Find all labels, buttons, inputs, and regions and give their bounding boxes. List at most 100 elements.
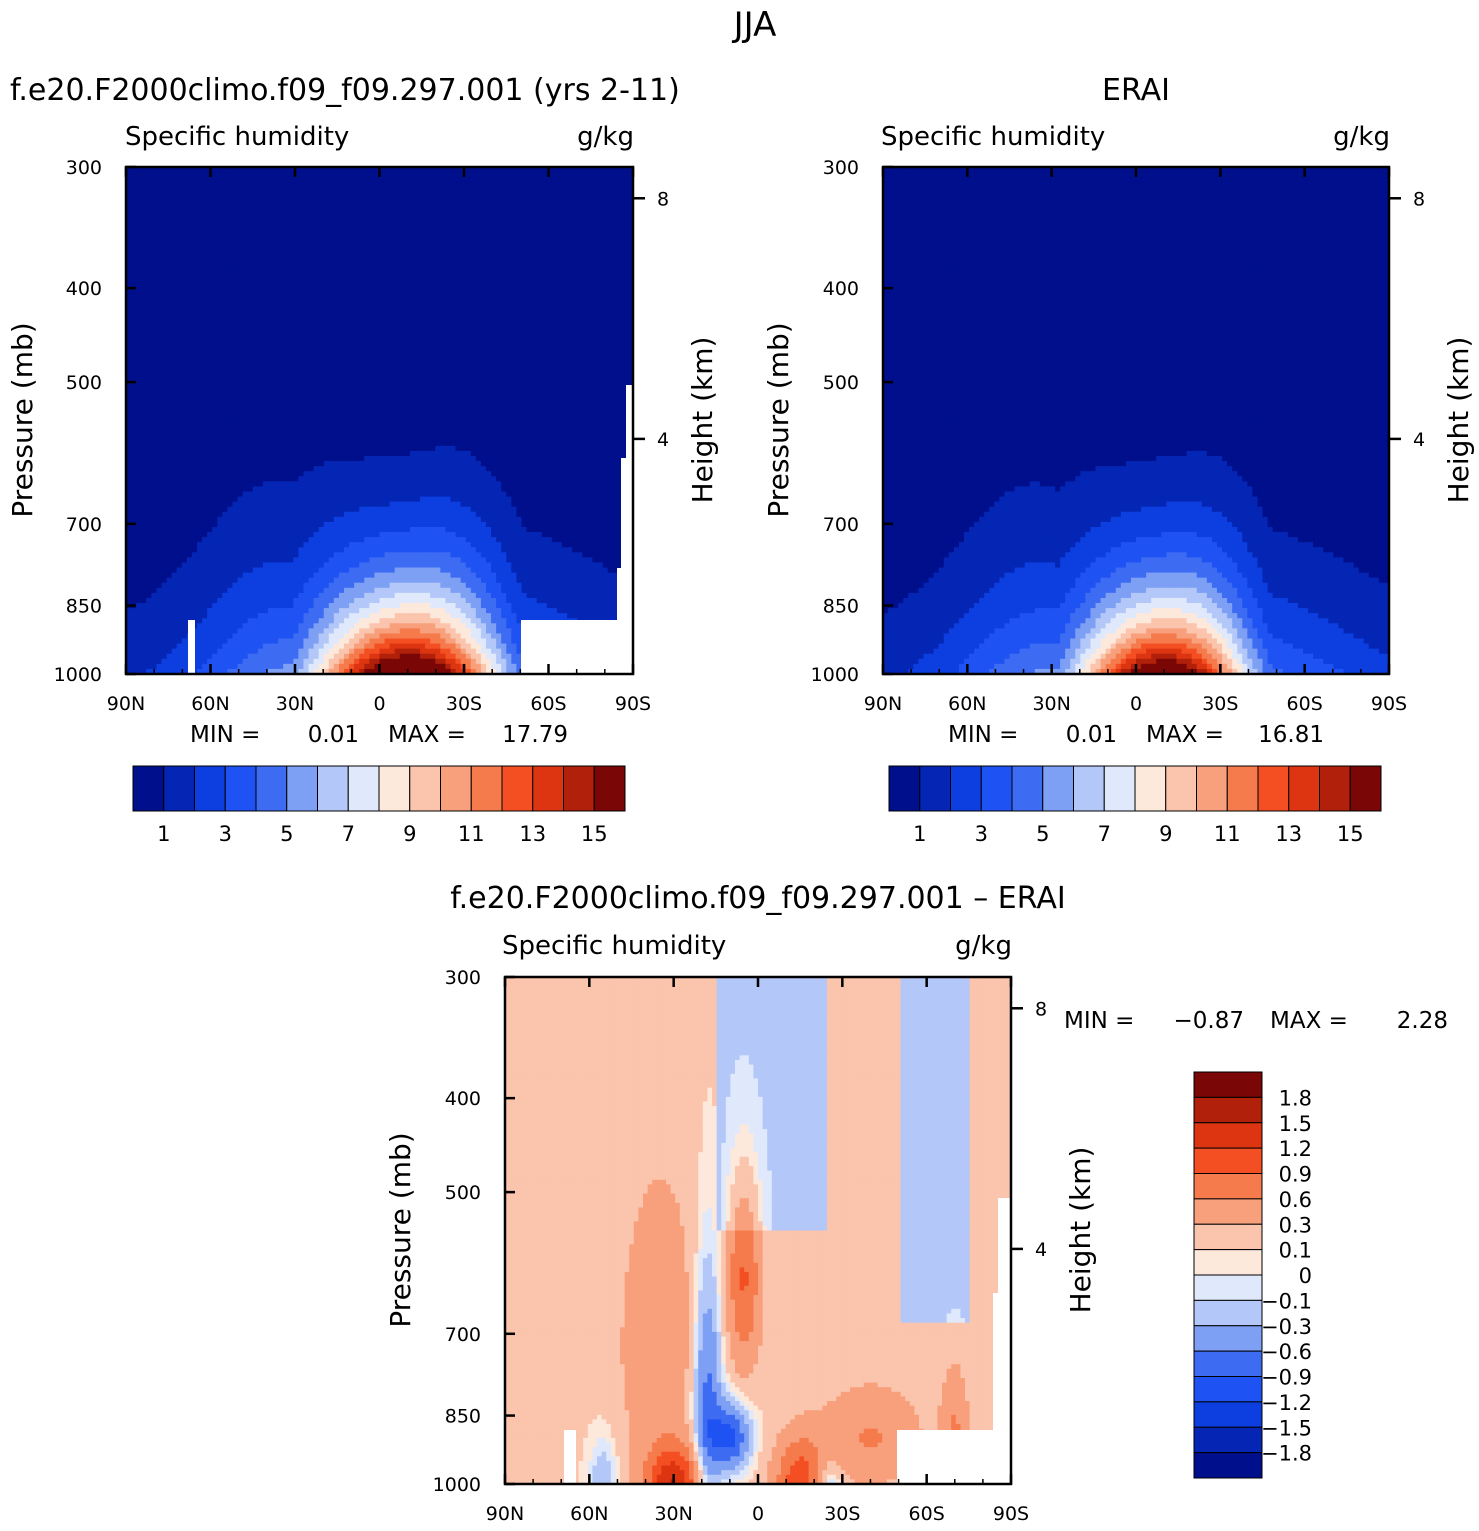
contour-cell: [496, 304, 502, 310]
contour-cell: [598, 233, 604, 239]
contour-cell: [527, 365, 533, 371]
contour-cell: [511, 304, 517, 310]
contour-cell: [400, 268, 406, 274]
contour-cell: [547, 375, 553, 381]
contour-cell: [608, 289, 614, 295]
contour-cell: [309, 243, 315, 249]
contour-cell: [608, 172, 614, 178]
contour-cell: [334, 279, 340, 285]
contour-cell: [395, 208, 401, 214]
contour-cell: [572, 344, 578, 350]
contour-cell: [268, 350, 274, 356]
contour-cell: [187, 410, 193, 416]
contour-cell: [557, 233, 563, 239]
contour-cell: [420, 319, 426, 325]
contour-cell: [374, 334, 380, 340]
contour-cell: [334, 273, 340, 279]
contour-cell: [161, 213, 167, 219]
contour-cell: [445, 187, 451, 193]
contour-cell: [572, 248, 578, 254]
contour-cell: [567, 415, 573, 421]
contour-cell: [182, 228, 188, 234]
contour-cell: [598, 192, 604, 198]
contour-cell: [359, 355, 365, 361]
contour-cell: [547, 360, 553, 366]
contour-cell: [334, 268, 340, 274]
contour-cell: [217, 405, 223, 411]
contour-cell: [486, 253, 492, 259]
contour-cell: [506, 263, 512, 269]
contour-cell: [456, 213, 462, 219]
contour-cell: [435, 238, 441, 244]
contour-cell: [552, 228, 558, 234]
contour-cell: [141, 339, 147, 345]
contour-cell: [309, 405, 315, 411]
contour-cell: [364, 238, 370, 244]
contour-cell: [263, 309, 269, 315]
contour-cell: [283, 344, 289, 350]
contour-cell: [136, 400, 142, 406]
contour-cell: [359, 344, 365, 350]
contour-cell: [314, 263, 320, 269]
contour-cell: [496, 177, 502, 183]
contour-cell: [298, 208, 304, 214]
contour-cell: [136, 192, 142, 198]
contour-cell: [212, 238, 218, 244]
contour-cell: [547, 395, 553, 401]
contour-cell: [354, 395, 360, 401]
contour-cell: [172, 405, 178, 411]
contour-cell: [334, 365, 340, 371]
contour-cell: [476, 395, 482, 401]
contour-cell: [420, 273, 426, 279]
contour-cell: [197, 213, 203, 219]
contour-cell: [359, 415, 365, 421]
contour-cell: [263, 263, 269, 269]
contour-cell: [425, 228, 431, 234]
contour-cell: [182, 314, 188, 320]
contour-cell: [572, 329, 578, 335]
contour-cell: [582, 405, 588, 411]
contour-cell: [491, 177, 497, 183]
contour-cell: [232, 350, 238, 356]
contour-cell: [156, 314, 162, 320]
contour-cell: [542, 309, 548, 315]
contour-cell: [344, 233, 350, 239]
contour-cell: [141, 202, 147, 208]
contour-cell: [293, 238, 299, 244]
contour-cell: [420, 324, 426, 330]
contour-cell: [329, 339, 335, 345]
contour-cell: [374, 350, 380, 356]
contour-cell: [415, 228, 421, 234]
contour-cell: [227, 299, 233, 305]
contour-cell: [369, 273, 375, 279]
contour-cell: [156, 243, 162, 249]
contour-cell: [131, 279, 137, 285]
contour-cell: [506, 304, 512, 310]
contour-cell: [567, 273, 573, 279]
contour-cell: [430, 177, 436, 183]
contour-cell: [395, 263, 401, 269]
contour-cell: [212, 405, 218, 411]
contour-cell: [283, 172, 289, 178]
contour-cell: [349, 253, 355, 259]
contour-cell: [364, 400, 370, 406]
contour-cell: [552, 355, 558, 361]
contour-cell: [227, 334, 233, 340]
contour-cell: [400, 253, 406, 259]
contour-cell: [136, 329, 142, 335]
contour-cell: [506, 390, 512, 396]
contour-cell: [359, 339, 365, 345]
contour-cell: [314, 375, 320, 381]
contour-cell: [227, 350, 233, 356]
contour-cell: [456, 253, 462, 259]
contour-cell: [557, 350, 563, 356]
contour-cell: [445, 304, 451, 310]
contour-cell: [288, 284, 294, 290]
contour-cell: [380, 375, 386, 381]
contour-cell: [532, 329, 538, 335]
contour-cell: [547, 223, 553, 229]
contour-cell: [197, 187, 203, 193]
contour-cell: [303, 202, 309, 208]
contour-cell: [192, 350, 198, 356]
contour-cell: [532, 243, 538, 249]
